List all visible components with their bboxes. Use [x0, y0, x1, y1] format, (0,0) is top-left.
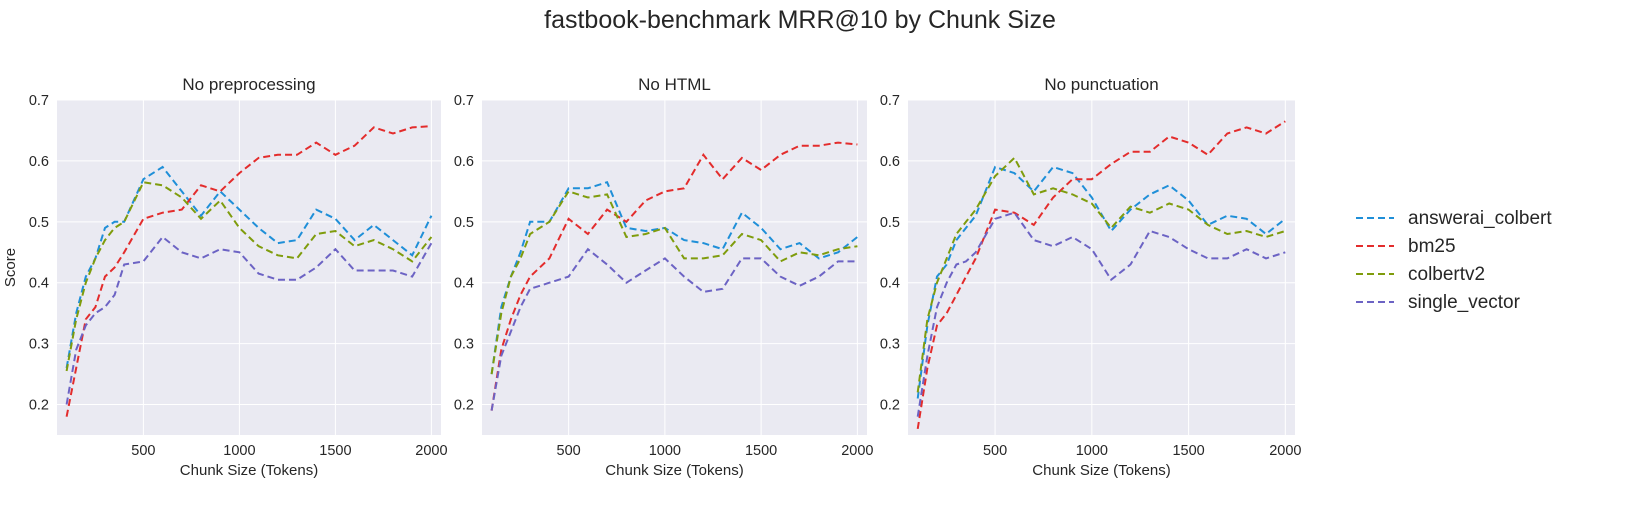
- x-tick-label: 500: [983, 443, 1007, 459]
- y-tick-label: 0.4: [454, 276, 474, 292]
- series-line-colbertv2: [65, 181, 433, 372]
- x-tick-label: 1000: [1076, 443, 1108, 459]
- series-line-single-vector: [490, 247, 858, 411]
- legend-item-single-vector: single_vector: [1356, 292, 1521, 313]
- x-tick-label: 2000: [841, 443, 873, 459]
- legend-label: bm25: [1408, 236, 1456, 257]
- y-tick-label: 0.7: [454, 93, 474, 109]
- legend-label: single_vector: [1408, 292, 1521, 313]
- y-tick-label: 0.5: [880, 215, 900, 231]
- figure-title: fastbook-benchmark MRR@10 by Chunk Size: [544, 6, 1056, 34]
- x-axis-label: Chunk Size (Tokens): [180, 462, 318, 479]
- y-tick-label: 0.4: [880, 276, 900, 292]
- series-line-colbertv2: [490, 190, 858, 375]
- series-line-answerai-colbert: [916, 165, 1286, 399]
- panel-title: No punctuation: [1044, 75, 1158, 94]
- y-tick-label: 0.3: [29, 337, 49, 353]
- series-line-colbertv2: [916, 156, 1286, 393]
- plot-area: [908, 100, 1295, 435]
- y-tick-label: 0.3: [880, 337, 900, 353]
- series-line-single-vector: [65, 235, 433, 405]
- legend-item-bm25: bm25: [1356, 236, 1456, 257]
- panel-no-html: 500 1000 1500 2000 0.2 0.3 0.4 0.5 0.6 0.7 No HTML…: [454, 75, 874, 479]
- x-tick-label: 1000: [223, 443, 255, 459]
- x-tick-label: 1000: [649, 443, 681, 459]
- panel-title: No preprocessing: [182, 75, 315, 94]
- y-tick-label: 0.3: [454, 337, 474, 353]
- panel-no-preprocessing: 500 1000 1500 2000 0.2 0.3 0.4 0.5 0.6 0.7 No prep…: [2, 75, 448, 479]
- legend-item-answerai-colbert: answerai_colbert: [1356, 208, 1552, 229]
- x-tick-label: 1500: [745, 443, 777, 459]
- y-tick-label: 0.6: [880, 154, 900, 170]
- x-tick-label: 1500: [1172, 443, 1204, 459]
- y-tick-label: 0.6: [29, 154, 49, 170]
- chart-panels: 500 1000 1500 2000 0.2 0.3 0.4 0.5 0.6 0.7 No prep…: [2, 75, 1301, 479]
- legend: answerai_colbert bm25 colbertv2 single_vect…: [1356, 208, 1552, 313]
- x-tick-label: 2000: [415, 443, 447, 459]
- legend-label: answerai_colbert: [1408, 208, 1552, 229]
- y-tick-label: 0.5: [454, 215, 474, 231]
- x-tick-label: 2000: [1269, 443, 1301, 459]
- x-axis-label: Chunk Size (Tokens): [605, 462, 743, 479]
- y-tick-label: 0.5: [29, 215, 49, 231]
- series-line-bm25: [916, 120, 1286, 430]
- y-tick-label: 0.7: [29, 93, 49, 109]
- x-tick-label: 500: [131, 443, 155, 459]
- y-axis-label: Score: [2, 248, 19, 287]
- y-tick-label: 0.2: [880, 398, 900, 414]
- y-tick-label: 0.2: [29, 398, 49, 414]
- series-line-answerai-colbert: [65, 165, 433, 369]
- panel-no-punctuation: 500 1000 1500 2000 0.2 0.3 0.4 0.5 0.6 0.7 No punc…: [880, 75, 1302, 479]
- y-tick-label: 0.4: [29, 276, 49, 292]
- panel-title: No HTML: [638, 75, 711, 94]
- legend-item-colbertv2: colbertv2: [1356, 264, 1485, 285]
- y-tick-label: 0.6: [454, 154, 474, 170]
- legend-label: colbertv2: [1408, 264, 1485, 285]
- x-axis-label: Chunk Size (Tokens): [1032, 462, 1170, 479]
- series-line-single-vector: [916, 211, 1286, 417]
- y-tick-label: 0.2: [454, 398, 474, 414]
- x-tick-label: 1500: [319, 443, 351, 459]
- series-line-answerai-colbert: [490, 180, 859, 375]
- series-line-bm25: [490, 141, 858, 411]
- plot-area: [57, 100, 441, 435]
- series-line-bm25: [65, 125, 432, 417]
- x-tick-label: 500: [557, 443, 581, 459]
- y-tick-label: 0.7: [880, 93, 900, 109]
